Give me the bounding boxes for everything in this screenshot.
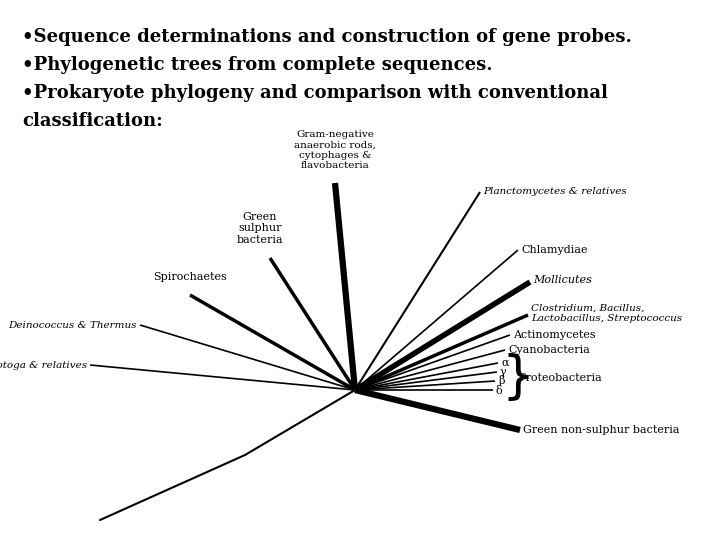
Text: }: } xyxy=(502,353,535,403)
Text: β: β xyxy=(498,375,505,387)
Text: •Sequence determinations and construction of gene probes.: •Sequence determinations and constructio… xyxy=(22,28,632,46)
Text: Actinomycetes: Actinomycetes xyxy=(513,330,595,340)
Text: Green
sulphur
bacteria: Green sulphur bacteria xyxy=(237,212,283,245)
Text: Clostridium, Bacillus,
Lactobacillus, Streptococcus: Clostridium, Bacillus, Lactobacillus, St… xyxy=(531,303,682,323)
Text: Cyanobacteria: Cyanobacteria xyxy=(508,345,590,355)
Text: Spirochaetes: Spirochaetes xyxy=(153,272,227,282)
Text: Mollicutes: Mollicutes xyxy=(533,275,592,285)
Text: Gram-negative
anaerobic rods,
cytophages &
flavobacteria: Gram-negative anaerobic rods, cytophages… xyxy=(294,130,376,170)
Text: classification:: classification: xyxy=(22,112,163,130)
Text: δ: δ xyxy=(496,386,503,396)
Text: α: α xyxy=(501,358,508,368)
Text: Deinococcus & Thermus: Deinococcus & Thermus xyxy=(9,321,137,329)
Text: γ: γ xyxy=(500,367,507,377)
Text: Thermotoga & relatives: Thermotoga & relatives xyxy=(0,361,87,369)
Text: Green non-sulphur bacteria: Green non-sulphur bacteria xyxy=(523,425,680,435)
Text: Planctomycetes & relatives: Planctomycetes & relatives xyxy=(483,187,626,197)
Text: Chlamydiae: Chlamydiae xyxy=(521,245,588,255)
Text: Proteobacteria: Proteobacteria xyxy=(518,373,602,383)
Text: •Phylogenetic trees from complete sequences.: •Phylogenetic trees from complete sequen… xyxy=(22,56,492,74)
Text: •Prokaryote phylogeny and comparison with conventional: •Prokaryote phylogeny and comparison wit… xyxy=(22,84,608,102)
